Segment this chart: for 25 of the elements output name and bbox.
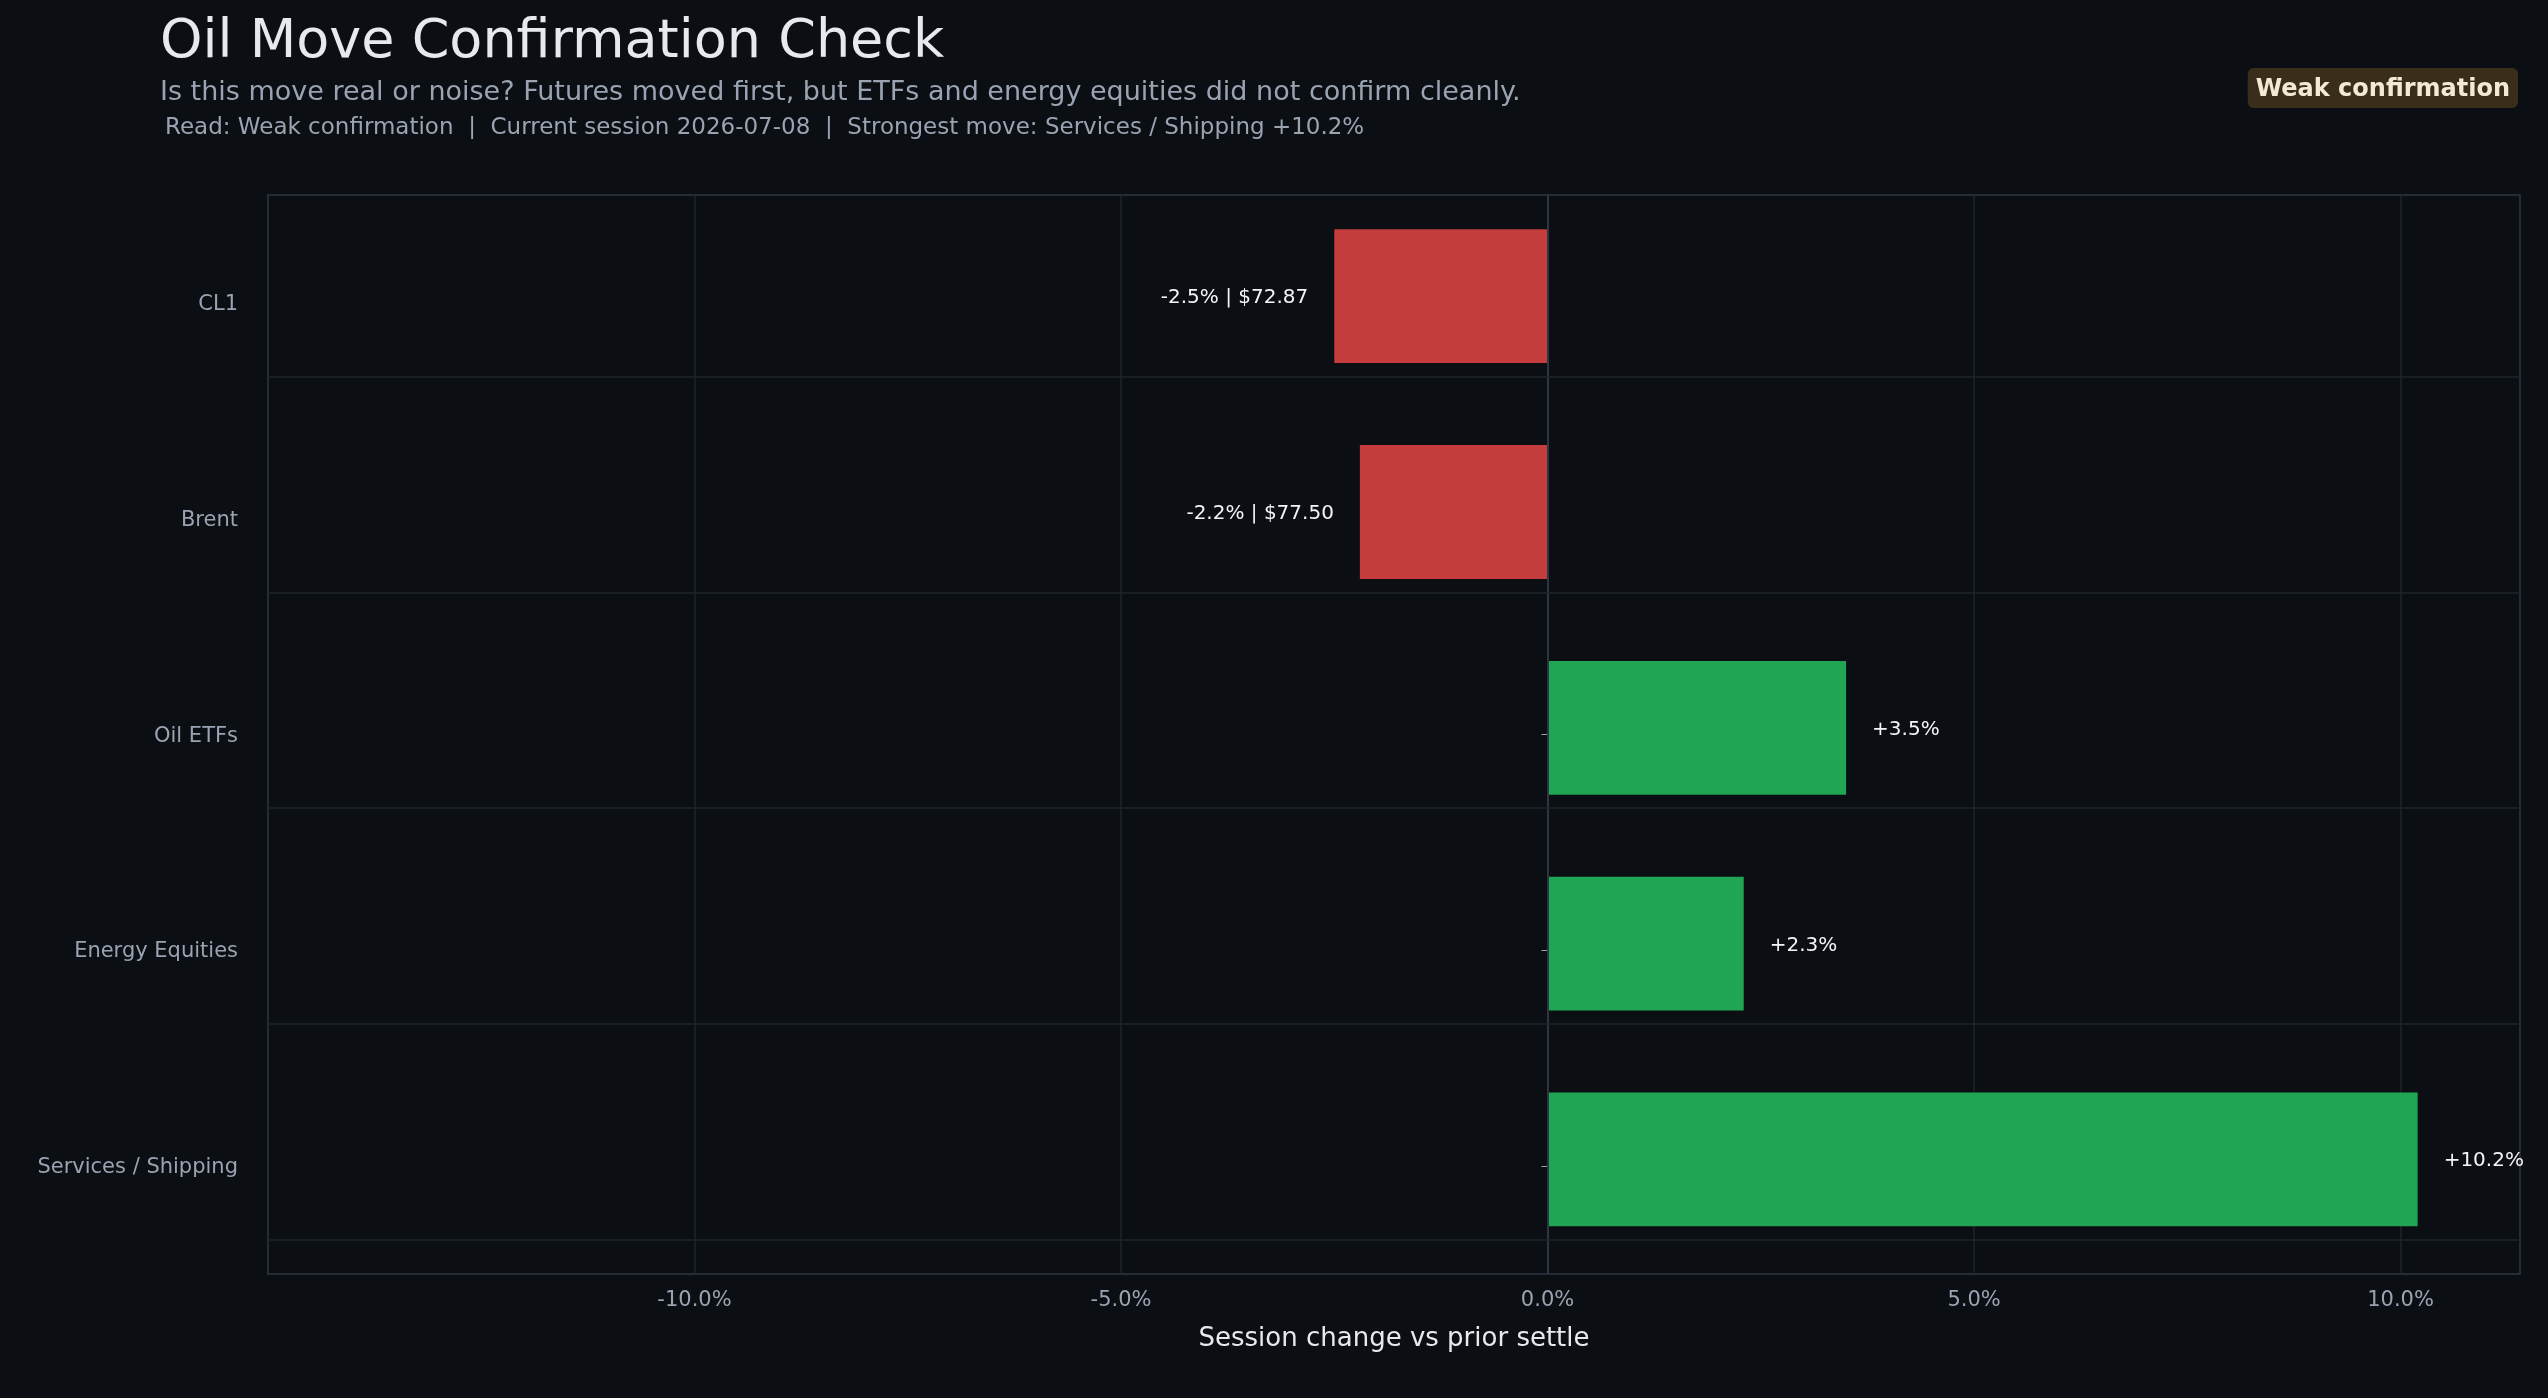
x-tick-label: 0.0% bbox=[1520, 1286, 1575, 1311]
data-label: -2.2% | $77.50 bbox=[1186, 500, 1334, 525]
y-tick-label: CL1 bbox=[198, 290, 238, 315]
bar bbox=[1359, 445, 1548, 579]
x-tick-label: 5.0% bbox=[1947, 1286, 2001, 1311]
data-label: +2.3% bbox=[1769, 931, 1838, 956]
y-tick-label: Oil ETFs bbox=[154, 722, 238, 747]
chart-title: Oil Move Confirmation Check bbox=[160, 6, 946, 70]
bar bbox=[1334, 229, 1548, 364]
text: Weak confirmation bbox=[2255, 74, 2510, 102]
y-tick-label: Services / Shipping bbox=[37, 1154, 238, 1179]
x-axis-title: Session change vs prior settle bbox=[1198, 1322, 1590, 1352]
data-label: +10.2% bbox=[2443, 1147, 2524, 1172]
bar bbox=[1547, 876, 1744, 1011]
x-tick-label: -10.0% bbox=[657, 1286, 732, 1311]
text: Read: Weak confirmation | Current session 2026-07-08 | Strongest move: Services / Shipping +10.2% bbox=[165, 112, 1365, 139]
x-tick-label: -5.0% bbox=[1090, 1286, 1152, 1311]
bar bbox=[1547, 1092, 2418, 1227]
x-tick-label: 10.0% bbox=[2367, 1286, 2434, 1311]
y-tick-label: Energy Equities bbox=[74, 938, 238, 963]
chart-subtitle: Is this move real or noise? Futures moved first, but ETFs and energy equities did not confirm cleanly. bbox=[160, 75, 1521, 106]
bar bbox=[1547, 660, 1847, 795]
data-label: -2.5% | $72.87 bbox=[1160, 284, 1309, 309]
y-tick-label: Brent bbox=[180, 506, 238, 531]
data-label: +3.5% bbox=[1872, 715, 1940, 740]
